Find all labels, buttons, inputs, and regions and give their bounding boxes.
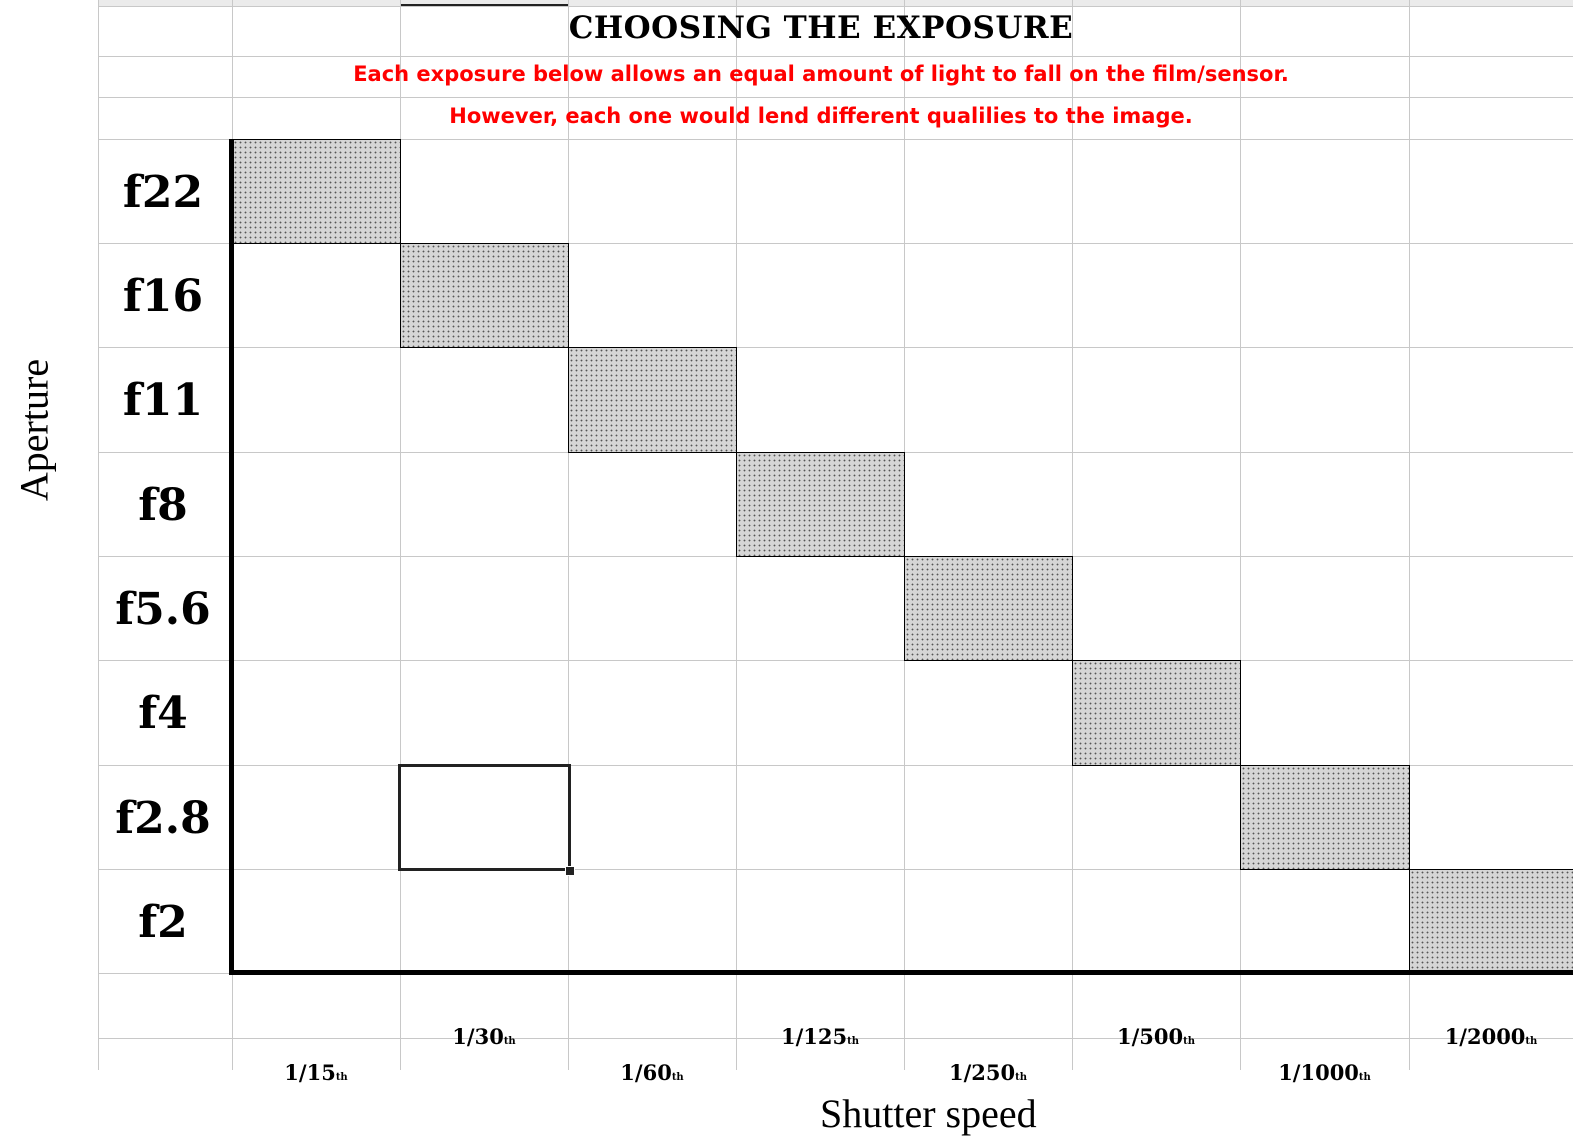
shutter-speed-label: 1/60th — [620, 1060, 684, 1085]
exposure-cell-f4-1-500[interactable] — [1072, 660, 1241, 766]
exposure-cell-f8-1-125[interactable] — [736, 452, 905, 557]
exposure-cell-f5.6-1-250[interactable] — [904, 556, 1073, 661]
shutter-speed-label: 1/2000th — [1444, 1024, 1538, 1049]
aperture-label: f16 — [122, 271, 204, 322]
shutter-axis-line — [229, 970, 1573, 975]
gridline-horizontal — [98, 765, 1573, 766]
exposure-cell-f2.8-1-1000[interactable] — [1240, 765, 1410, 870]
exposure-cell-f22-1-15[interactable] — [232, 139, 401, 244]
column-selection-marker — [401, 4, 569, 7]
aperture-label: f8 — [138, 480, 188, 531]
gridline-horizontal — [98, 660, 1573, 661]
aperture-axis-line — [229, 139, 234, 975]
subtitle-line-2: However, each one would lend different q… — [449, 104, 1193, 128]
gridline-horizontal — [98, 869, 1573, 870]
gridline-vertical — [1072, 0, 1073, 1070]
gridline-vertical — [1240, 0, 1241, 1070]
gridline-horizontal — [98, 139, 1573, 140]
gridline-horizontal — [98, 1038, 1573, 1039]
aperture-label: f2 — [138, 897, 188, 948]
gridline-horizontal — [98, 56, 1573, 57]
shutter-speed-label: 1/125th — [780, 1024, 859, 1049]
shutter-speed-label: 1/15th — [284, 1060, 348, 1085]
gridline-vertical — [98, 0, 99, 1070]
gridline-vertical — [400, 0, 401, 1070]
shutter-speed-label: 1/500th — [1116, 1024, 1195, 1049]
gridline-horizontal — [98, 243, 1573, 244]
gridline-horizontal — [98, 6, 1573, 7]
gridline-horizontal — [98, 347, 1573, 348]
shutter-speed-label: 1/1000th — [1278, 1060, 1371, 1085]
exposure-cell-f16-1-30[interactable] — [400, 243, 569, 348]
subtitle-line-1: Each exposure below allows an equal amou… — [353, 62, 1289, 86]
gridline-vertical — [1409, 0, 1410, 1070]
exposure-cell-f11-1-60[interactable] — [568, 347, 737, 453]
y-axis-title: Aperture — [11, 358, 57, 502]
aperture-label: f11 — [122, 375, 204, 426]
aperture-label: f22 — [122, 167, 204, 218]
aperture-label: f2.8 — [115, 793, 211, 844]
aperture-label: f5.6 — [115, 584, 211, 635]
gridline-horizontal — [98, 97, 1573, 98]
selected-cell-outline[interactable] — [398, 764, 571, 871]
exposure-cell-f2-1-2000[interactable] — [1409, 869, 1573, 974]
x-axis-title: Shutter speed — [820, 1091, 1037, 1136]
page-title: CHOOSING THE EXPOSURE — [568, 10, 1074, 46]
aperture-label: f4 — [138, 688, 188, 739]
gridline-vertical — [568, 0, 569, 1070]
fill-handle[interactable] — [565, 866, 575, 876]
shutter-speed-label: 1/30th — [452, 1024, 516, 1049]
shutter-speed-label: 1/250th — [948, 1060, 1027, 1085]
